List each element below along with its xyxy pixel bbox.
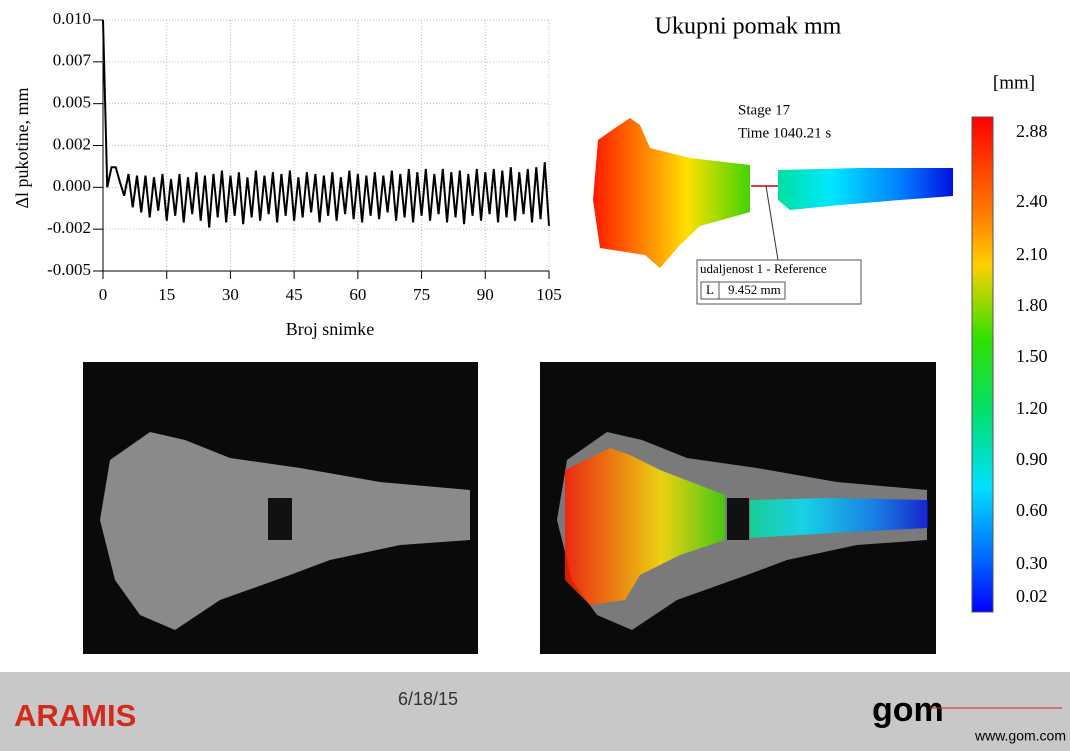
- measure-label: udaljenost 1 - Reference: [700, 261, 827, 276]
- x-tick-label: 75: [413, 285, 430, 304]
- colorbar-label: 1.20: [1016, 398, 1048, 418]
- x-tick-label: 105: [536, 285, 562, 304]
- time-label: Time 1040.21 s: [738, 125, 831, 141]
- colorbar-label: 2.88: [1016, 121, 1048, 141]
- x-tick-label: 15: [158, 285, 175, 304]
- colorbar: [971, 116, 994, 613]
- stage-label: Stage 17: [738, 102, 791, 118]
- colorbar-label: 1.80: [1016, 295, 1048, 315]
- measure-value: 9.452 mm: [728, 282, 781, 297]
- url: www.gom.com: [974, 728, 1066, 744]
- colorbar-label: 0.60: [1016, 500, 1048, 520]
- colorbar-label: 0.02: [1016, 586, 1048, 606]
- x-tick-label: 60: [349, 285, 366, 304]
- y-tick-label: 0.002: [53, 134, 91, 153]
- y-tick-label: 0.005: [53, 93, 91, 112]
- overlay-left: [565, 448, 725, 605]
- brand: ARAMIS: [14, 698, 136, 733]
- y-tick-label: 0.000: [53, 176, 91, 195]
- measure-symbol: L: [706, 282, 714, 297]
- footer-bar: [0, 672, 1070, 751]
- colorbar-unit: [mm]: [993, 72, 1035, 93]
- colorbar-label: 2.10: [1016, 244, 1048, 264]
- y-tick-label: -0.005: [47, 260, 91, 279]
- x-tick-label: 45: [286, 285, 303, 304]
- line-chart: 0.010 0.007 0.005 0.002 0.000 -0.002 -0.005 0 15…: [47, 9, 562, 304]
- colorbar-label: 2.40: [1016, 191, 1048, 211]
- contour-title: Ukupni pomak mm: [655, 14, 842, 40]
- x-tick-label: 90: [477, 285, 494, 304]
- crack-left: [268, 498, 292, 540]
- data-line: [102, 19, 550, 228]
- y-tick-label: 0.010: [53, 9, 91, 28]
- x-tick-label: 0: [99, 285, 108, 304]
- contour-right: [778, 168, 953, 210]
- colorbar-label: 0.90: [1016, 449, 1048, 469]
- measure-cell: [718, 281, 786, 300]
- logo: gom: [872, 691, 944, 729]
- contour-left: [593, 118, 750, 268]
- crack-right: [727, 498, 749, 540]
- overlay-right: [750, 498, 928, 538]
- date: 6/18/15: [398, 689, 458, 709]
- leader-line: [765, 185, 779, 261]
- x-axis-label: Broj snimke: [286, 319, 375, 339]
- y-axis-label: Δl pukotine, mm: [12, 87, 32, 208]
- y-tick-label: 0.007: [53, 51, 92, 70]
- colorbar-label: 1.50: [1016, 346, 1048, 366]
- colorbar-label: 0.30: [1016, 553, 1048, 573]
- y-tick-label: -0.002: [47, 218, 91, 237]
- colorbar-labels: 2.88 2.40 2.10 1.80 1.50 1.20 0.90 0.60 0.30 0.02: [1016, 121, 1048, 606]
- x-tick-label: 30: [222, 285, 239, 304]
